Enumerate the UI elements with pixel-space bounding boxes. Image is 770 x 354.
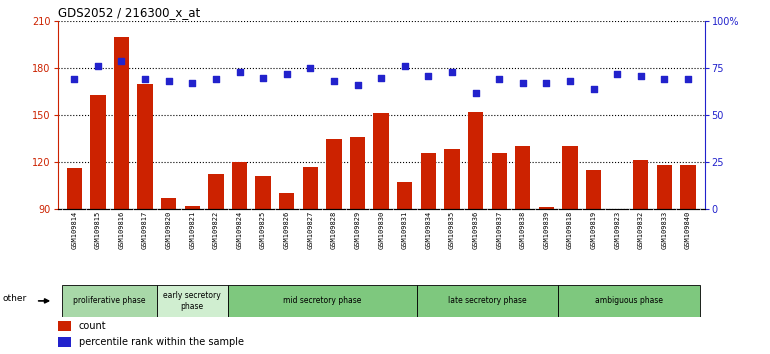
Bar [208,175,223,209]
Point [470,90,482,95]
Point [351,82,363,88]
Bar [90,95,105,209]
Bar [303,167,318,209]
Bar [657,165,672,209]
Text: GSM109821: GSM109821 [189,211,196,250]
Bar [114,37,129,209]
Bar [417,285,558,317]
Text: GSM109819: GSM109819 [591,211,597,250]
Point [588,86,600,92]
Text: GSM109827: GSM109827 [307,211,313,250]
Bar [681,165,696,209]
Bar [491,153,507,209]
Point [257,75,270,80]
Bar [558,285,700,317]
Point [422,73,434,79]
Text: GSM109818: GSM109818 [567,211,573,250]
Text: GSM109836: GSM109836 [473,211,479,250]
Point [280,71,293,76]
Text: GSM109815: GSM109815 [95,211,101,250]
Bar [586,170,601,209]
Bar [58,321,71,331]
Point [186,80,199,86]
Text: GSM109814: GSM109814 [72,211,77,250]
Text: count: count [79,321,106,331]
Point [517,80,529,86]
Point [304,65,316,71]
Bar [185,206,200,209]
Text: GDS2052 / 216300_x_at: GDS2052 / 216300_x_at [58,6,200,19]
Text: GSM109833: GSM109833 [661,211,668,250]
Text: GSM109829: GSM109829 [354,211,360,250]
Text: GSM109832: GSM109832 [638,211,644,250]
Bar [373,114,389,209]
Point [611,71,624,76]
Text: late secretory phase: late secretory phase [448,296,527,306]
Text: GSM109817: GSM109817 [142,211,148,250]
Text: GSM109835: GSM109835 [449,211,455,250]
Point [68,76,80,82]
Text: GSM109826: GSM109826 [283,211,290,250]
Text: ambiguous phase: ambiguous phase [595,296,663,306]
Bar [397,182,413,209]
Bar [279,193,294,209]
Text: GSM109825: GSM109825 [260,211,266,250]
Point [328,79,340,84]
Text: GSM109834: GSM109834 [425,211,431,250]
Text: GSM109823: GSM109823 [614,211,620,250]
Point [162,79,175,84]
Bar [468,112,484,209]
Bar [161,198,176,209]
Text: GSM109816: GSM109816 [119,211,125,250]
Point [493,76,505,82]
Point [541,80,553,86]
Text: GSM109840: GSM109840 [685,211,691,250]
Bar [350,137,365,209]
Bar [633,160,648,209]
Point [209,76,222,82]
Text: GSM109839: GSM109839 [544,211,549,250]
Point [399,63,411,69]
Bar [66,168,82,209]
Bar [515,146,531,209]
Bar [539,207,554,209]
Text: early secretory
phase: early secretory phase [163,291,221,310]
Text: percentile rank within the sample: percentile rank within the sample [79,337,244,347]
Bar [562,146,578,209]
Bar [232,162,247,209]
Point [375,75,387,80]
Text: GSM109820: GSM109820 [166,211,172,250]
Point [634,73,647,79]
Point [92,63,104,69]
Text: GSM109828: GSM109828 [331,211,337,250]
Point [564,79,576,84]
Bar [62,285,157,317]
Bar [420,153,436,209]
Bar [228,285,417,317]
Bar [610,209,625,215]
Bar [326,138,342,209]
Text: proliferative phase: proliferative phase [73,296,146,306]
Text: GSM109822: GSM109822 [213,211,219,250]
Text: GSM109837: GSM109837 [496,211,502,250]
Point [446,69,458,75]
Bar [444,149,460,209]
Bar [58,337,71,347]
Bar [256,176,271,209]
Point [233,69,246,75]
Point [139,76,151,82]
Text: mid secretory phase: mid secretory phase [283,296,361,306]
Text: GSM109824: GSM109824 [236,211,243,250]
Text: GSM109831: GSM109831 [402,211,408,250]
Text: GSM109838: GSM109838 [520,211,526,250]
Text: other: other [3,294,27,303]
Point [658,76,671,82]
Point [682,76,695,82]
Bar [137,84,152,209]
Bar [157,285,228,317]
Text: GSM109830: GSM109830 [378,211,384,250]
Point [116,58,128,63]
